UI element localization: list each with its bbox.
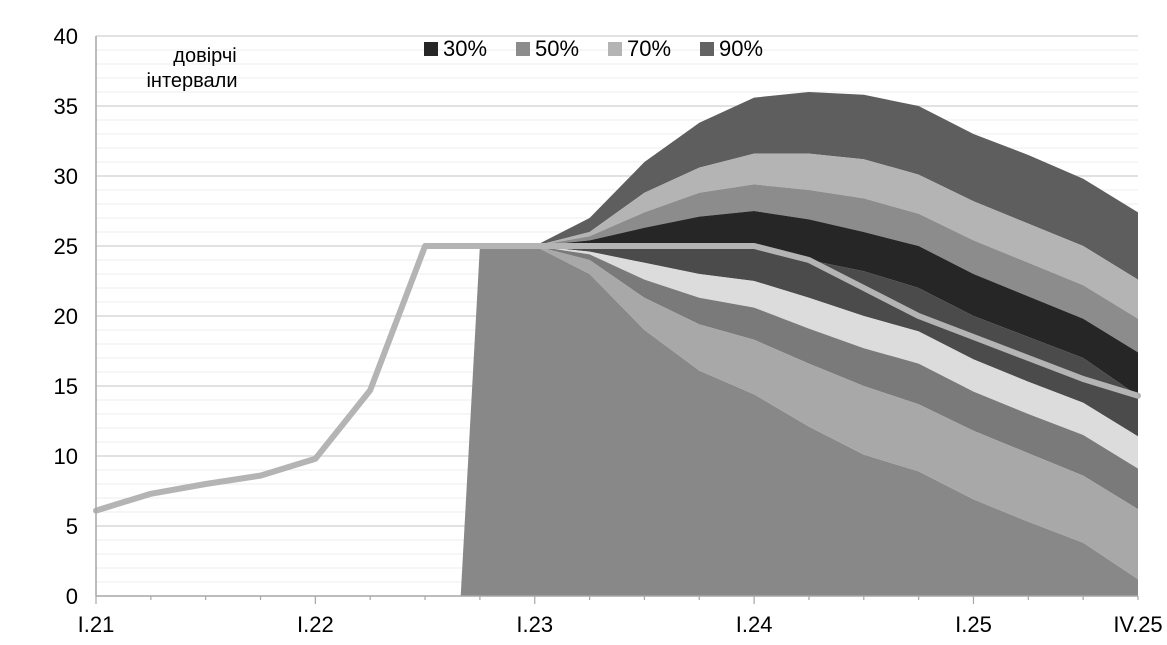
fan-band-4 <box>534 211 1138 396</box>
y-tick-label: 40 <box>54 24 78 49</box>
lower-area <box>460 246 1138 596</box>
legend-swatch-4 <box>700 42 714 56</box>
annotation-line2: інтервали <box>146 70 237 92</box>
y-tick-label: 35 <box>54 94 78 119</box>
axis-layer <box>95 36 1139 604</box>
label-layer: 0 5 10 15 20 25 30 35 40 I.21 I.22 I.23 I.24 I.25 IV.2… <box>54 24 1163 637</box>
annotation-line1: довірчі <box>173 45 236 67</box>
x-tick-label: I.23 <box>516 612 553 637</box>
legend: 30% 50% 70% 90% <box>424 36 763 61</box>
baseline-line <box>93 243 1141 514</box>
fan-band-3 <box>534 184 1138 353</box>
legend-swatch-1 <box>424 42 438 56</box>
y-tick-label: 15 <box>54 374 78 399</box>
y-tick-label: 30 <box>54 164 78 189</box>
legend-label-1: 30% <box>443 36 487 61</box>
fan-band-1 <box>534 92 1138 280</box>
x-tick-label: I.24 <box>736 612 773 637</box>
y-tick-label: 5 <box>66 514 78 539</box>
fan-band-7 <box>534 246 1138 510</box>
legend-label-2: 50% <box>535 36 579 61</box>
legend-swatch-3 <box>608 42 622 56</box>
fan-band-8 <box>534 246 1138 580</box>
y-tick-label: 25 <box>54 234 78 259</box>
legend-label-3: 70% <box>627 36 671 61</box>
y-tick-label: 20 <box>54 304 78 329</box>
x-tick-label: I.21 <box>78 612 115 637</box>
x-tick-label: IV.25 <box>1113 612 1162 637</box>
legend-label-4: 90% <box>719 36 763 61</box>
y-tick-label: 0 <box>66 584 78 609</box>
line-layer <box>93 243 1141 514</box>
bands-layer <box>460 92 1138 596</box>
x-tick-label: I.25 <box>955 612 992 637</box>
legend-swatch-2 <box>516 42 530 56</box>
x-tick-label: I.22 <box>297 612 334 637</box>
y-tick-label: 10 <box>54 444 78 469</box>
fan-band-5 <box>534 246 1138 437</box>
fan-band-2 <box>534 153 1138 319</box>
